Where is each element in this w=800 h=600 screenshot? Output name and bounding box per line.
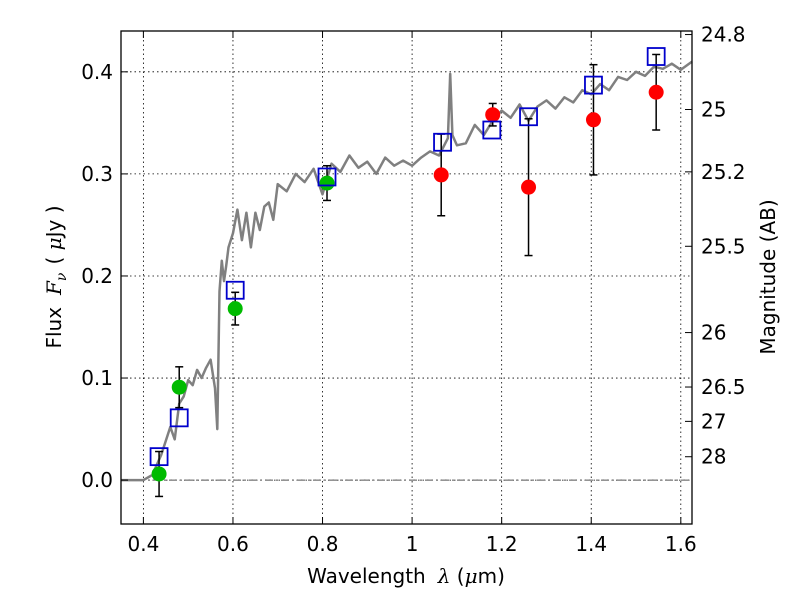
- y-axis-label-sub: ν: [54, 272, 70, 281]
- y-axis-label-prefix: Flux: [42, 307, 66, 349]
- x-tick-label: 1: [406, 532, 419, 556]
- optical-photometry-point: [319, 175, 335, 191]
- model-box: [225, 280, 245, 300]
- near-infrared-photometry-point: [648, 84, 664, 100]
- x-tick-label: 1.4: [575, 532, 607, 556]
- magnitude-tick-label: 25: [701, 98, 726, 122]
- y-axis-label: Flux Fν ( μJy ): [42, 205, 70, 348]
- magnitude-tick-label: 25.5: [701, 234, 746, 258]
- magnitude-tick-label: 28: [701, 445, 726, 469]
- optical-photometry-point: [227, 301, 243, 317]
- y-tick-label: 0.2: [81, 264, 113, 288]
- y-tick-label: 0.3: [81, 162, 113, 186]
- plot-frame: [120, 30, 693, 525]
- magnitude-axis-label: Magnitude (AB): [756, 199, 780, 354]
- near-infrared-photometry-point: [521, 179, 537, 195]
- model-box: [149, 447, 169, 467]
- x-axis-label-symbol: λ: [437, 564, 451, 588]
- x-tick-label: 0.6: [217, 532, 249, 556]
- model-box: [169, 408, 189, 428]
- magnitude-tick-label: 25.2: [701, 160, 746, 184]
- model-box: [584, 75, 603, 95]
- spectrum-series: [121, 60, 693, 482]
- error-bars: [155, 53, 661, 498]
- y-axis-label-unit-mu: μ: [42, 237, 66, 250]
- magnitude-tick-label: 26.5: [701, 375, 746, 399]
- x-tick-label: 1.2: [486, 532, 518, 556]
- x-axis-label-unit-mu: μ: [465, 564, 478, 588]
- grid: [121, 31, 692, 524]
- y-tick-label: 0.1: [81, 366, 113, 390]
- x-axis-label-unit-open: (: [450, 564, 464, 588]
- magnitude-tick-label: 24.8: [701, 23, 746, 47]
- y-axis-label-unit-rest: Jy ): [42, 205, 66, 239]
- y-axis-label-unit-open: (: [42, 250, 66, 264]
- y-tick-label: 0.4: [81, 60, 113, 84]
- model-box: [433, 132, 452, 152]
- y-axis-label-symbol: F: [42, 280, 66, 296]
- optical-photometry-point: [151, 466, 167, 482]
- x-axis-label-prefix: Wavelength: [307, 564, 426, 588]
- near-infrared-photometry-point: [585, 112, 601, 128]
- x-tick-label: 0.8: [307, 532, 339, 556]
- x-tick-label: 0.4: [127, 532, 159, 556]
- x-axis-label: Wavelength λ (μm): [307, 564, 505, 588]
- x-tick-label: 1.6: [665, 532, 697, 556]
- model-box: [646, 47, 666, 66]
- x-ticks: 0.4 0.6 0.8 1 1.2 1.4 1.6: [127, 31, 697, 556]
- model-box: [317, 167, 337, 187]
- magnitude-tick-label: 27: [701, 409, 726, 433]
- near-infrared-photometry-point: [485, 107, 501, 123]
- spectrum-line: [121, 60, 693, 482]
- x-axis-label-unit-rest: m): [478, 564, 505, 588]
- model-box: [519, 107, 538, 127]
- model-box: [482, 120, 502, 140]
- magnitude-tick-label: 26: [701, 321, 726, 345]
- optical-photometry-point: [171, 379, 187, 395]
- y-ticks: 0.0 0.1 0.2 0.3 0.4: [81, 60, 128, 492]
- model-boxes: [149, 47, 666, 467]
- data-points: [151, 84, 664, 482]
- near-infrared-photometry-point: [433, 167, 449, 183]
- y-tick-label: 0.0: [81, 468, 113, 492]
- magnitude-ticks: 24.8 25 25.2 25.5 26 26.5 27 28: [685, 23, 746, 469]
